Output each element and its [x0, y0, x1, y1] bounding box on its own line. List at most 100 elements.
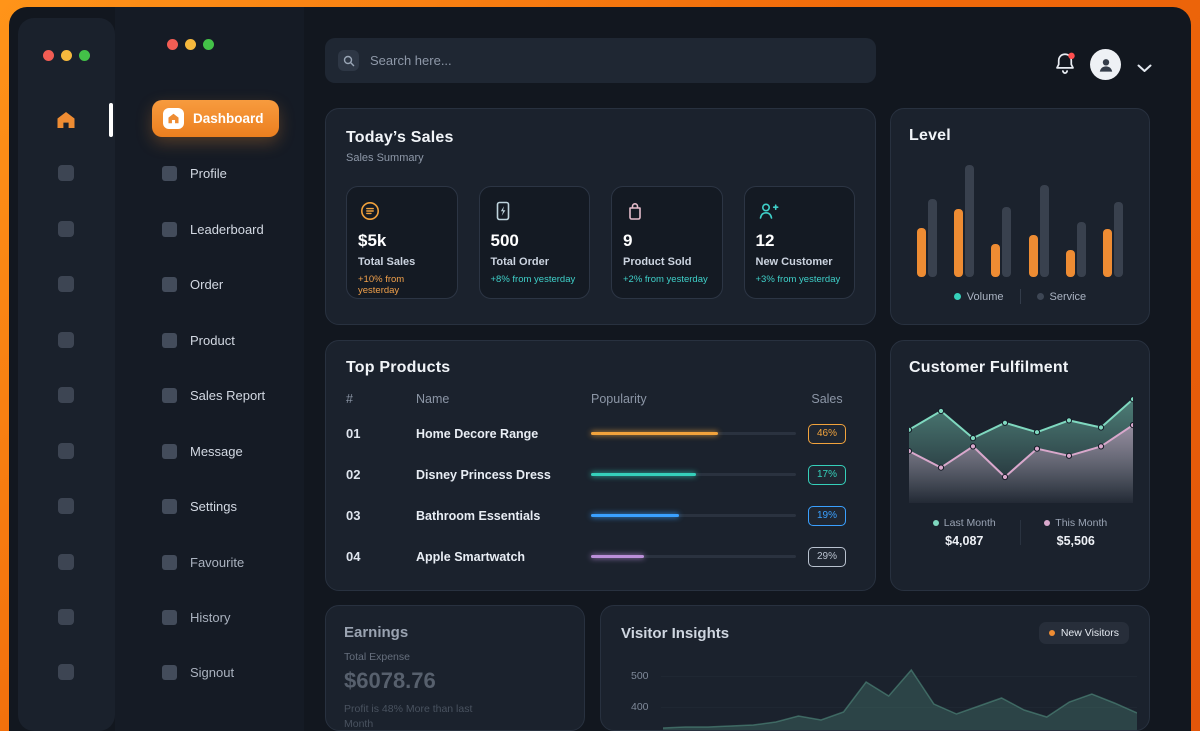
sidebar-item-profile[interactable]: Profile	[162, 163, 227, 183]
close-button[interactable]	[167, 39, 178, 50]
sidebar-item-message[interactable]: Message	[162, 441, 243, 461]
sidebar-item-label: Profile	[190, 165, 227, 181]
legend-dot	[953, 293, 961, 300]
card-title: Customer Fulfilment	[909, 359, 1069, 376]
chevron-down-icon[interactable]	[1137, 60, 1152, 78]
home-icon	[57, 112, 75, 128]
favourite-icon	[162, 554, 177, 570]
search-input[interactable]: Search here...	[325, 38, 876, 83]
y-tick: 500	[631, 670, 649, 682]
sidebar-item-leaderboard[interactable]: Leaderboard	[162, 219, 264, 239]
rail-item-leaderboard[interactable]	[58, 221, 74, 237]
sales-badge: 46%	[808, 423, 846, 444]
rail-item-signout[interactable]	[58, 664, 74, 680]
header-num: #	[346, 392, 353, 406]
order-icon	[162, 276, 177, 292]
legend-label: This Month	[1055, 517, 1108, 529]
top-products-card: Top Products # Name Popularity Sales 01 …	[325, 340, 876, 591]
zoom-button[interactable]	[79, 50, 90, 61]
badge-dot-icon	[1048, 630, 1055, 636]
sidebar-item-product[interactable]: Product	[162, 330, 235, 350]
user-plus-icon	[756, 199, 844, 223]
y-tick: 400	[631, 701, 649, 713]
rail-item-history[interactable]	[58, 609, 74, 625]
app-window: Dashboard Profile Leaderboard Order Prod…	[9, 7, 1191, 731]
gridline	[661, 707, 1137, 708]
sidebar-item-sales-report[interactable]: Sales Report	[162, 385, 265, 405]
product-icon	[162, 332, 177, 348]
sidebar-item-signout[interactable]: Signout	[162, 662, 234, 682]
message-icon	[162, 443, 177, 459]
sidebar-item-label: Order	[190, 276, 224, 292]
legend-label: Service	[1049, 290, 1087, 303]
rail-item-settings[interactable]	[58, 498, 74, 514]
earnings-value: $6078.76	[344, 668, 436, 693]
history-icon	[162, 609, 177, 625]
sidebar-item-favourite[interactable]: Favourite	[162, 552, 244, 572]
stat-delta: +3% from yesterday	[755, 274, 841, 285]
earnings-subtitle: Total Expense	[344, 651, 410, 663]
fulfilment-area-chart	[905, 385, 1137, 503]
sales-badge: 29%	[808, 546, 846, 567]
sidebar-item-label: Settings	[190, 498, 237, 514]
product-name: Disney Princess Dress	[416, 467, 551, 482]
table-row: 04 Apple Smartwatch 29%	[346, 536, 855, 577]
customer-fulfilment-card: Customer Fulfilment Last Month $4,087 Th…	[890, 340, 1150, 591]
rail-item-profile[interactable]	[58, 165, 74, 181]
close-button[interactable]	[43, 50, 54, 61]
stat-label: Total Order	[490, 256, 549, 268]
sidebar-item-history[interactable]: History	[162, 607, 230, 627]
stat-delta: +8% from yesterday	[490, 274, 576, 285]
traffic-lights	[167, 39, 214, 50]
zoom-button[interactable]	[203, 39, 214, 50]
stat-product-sold: 9 Product Sold +2% from yesterday	[611, 186, 723, 299]
stats-row: $5k Total Sales +10% from yesterday 500 …	[346, 186, 855, 299]
legend-dot	[1036, 293, 1044, 300]
rail-item-product[interactable]	[58, 332, 74, 348]
notifications-button[interactable]	[1052, 51, 1078, 77]
profile-icon	[162, 165, 177, 181]
sidebar-item-label: Favourite	[190, 554, 245, 570]
legend-last-month: Last Month $4,087	[909, 517, 1020, 548]
rail-item-dashboard[interactable]	[55, 109, 77, 131]
sidebar: Dashboard Profile Leaderboard Order Prod…	[115, 7, 304, 731]
stat-total-sales: $5k Total Sales +10% from yesterday	[346, 186, 458, 299]
card-title: Visitor Insights	[621, 624, 730, 642]
active-indicator	[109, 103, 113, 137]
new-visitors-badge[interactable]: New Visitors	[1038, 622, 1129, 644]
stat-delta: +2% from yesterday	[623, 274, 708, 285]
sidebar-item-label: Message	[190, 443, 243, 459]
order-file-icon	[491, 199, 579, 223]
header-popularity: Popularity	[591, 392, 647, 406]
search-placeholder: Search here...	[370, 53, 452, 68]
sidebar-item-settings[interactable]: Settings	[162, 496, 237, 516]
minimize-button[interactable]	[61, 50, 72, 61]
legend-value: $4,087	[945, 534, 984, 548]
stat-delta: +10% from yesterday	[358, 274, 405, 296]
table-row: 03 Bathroom Essentials 19%	[346, 495, 855, 536]
card-subtitle: Sales Summary	[346, 152, 424, 164]
bag-icon	[623, 199, 711, 223]
avatar[interactable]	[1090, 49, 1121, 80]
legend-service: Service	[1036, 290, 1087, 303]
card-title: Top Products	[346, 359, 451, 376]
stat-value: $5k	[358, 231, 387, 250]
sidebar-item-order[interactable]: Order	[162, 274, 223, 294]
sidebar-item-dashboard[interactable]: Dashboard	[152, 100, 279, 137]
sales-report-icon	[162, 387, 177, 403]
sidebar-item-label: History	[190, 609, 231, 625]
stat-label: Total Sales	[358, 256, 416, 268]
table-row: 01 Home Decore Range 46%	[346, 413, 855, 454]
bell-icon	[1056, 52, 1075, 74]
minimize-button[interactable]	[185, 39, 196, 50]
sidebar-item-label: Dashboard	[193, 111, 264, 126]
stat-total-order: 500 Total Order +8% from yesterday	[478, 186, 590, 299]
stat-label: New Customer	[755, 256, 833, 268]
icon-rail	[18, 18, 115, 731]
leaderboard-icon	[162, 221, 177, 237]
product-name: Home Decore Range	[416, 426, 539, 441]
rail-item-sales-report[interactable]	[58, 387, 74, 403]
rail-item-order[interactable]	[58, 276, 74, 292]
rail-item-favourite[interactable]	[58, 554, 74, 570]
rail-item-message[interactable]	[58, 443, 74, 459]
